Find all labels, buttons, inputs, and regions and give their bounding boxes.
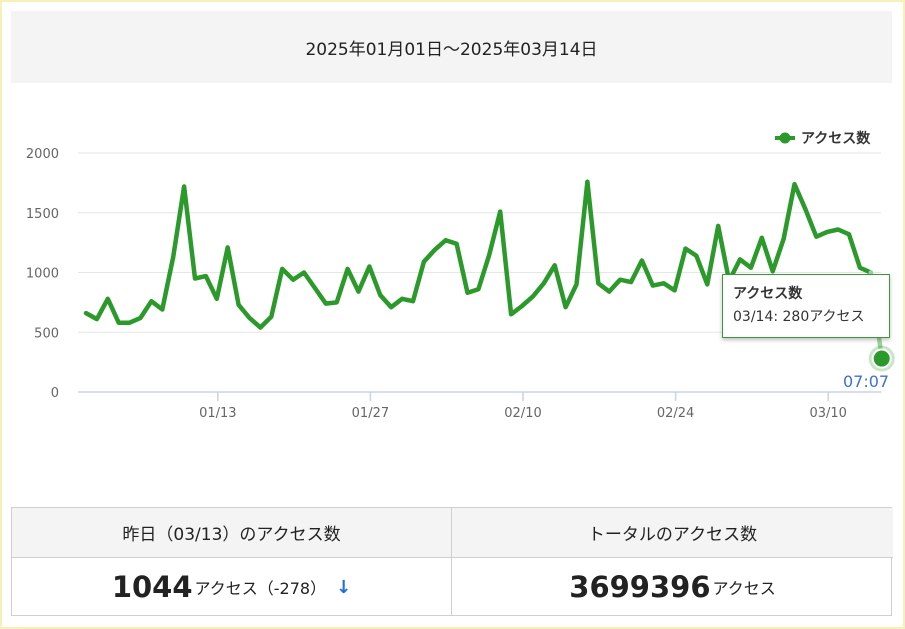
total-cell: 3699396 アクセス xyxy=(452,558,893,616)
yesterday-label: 昨日（03/13）のアクセス数 xyxy=(122,525,341,545)
y-tick-label: 2000 xyxy=(26,147,59,162)
y-tick-label: 500 xyxy=(34,326,59,341)
time-label: 07:07 xyxy=(843,372,890,391)
stats-table: 昨日（03/13）のアクセス数 トータルのアクセス数 1044 アクセス （-2… xyxy=(11,507,893,616)
yesterday-unit: アクセス xyxy=(194,579,258,598)
yesterday-value: 1044 xyxy=(111,570,193,604)
legend-label: アクセス数 xyxy=(801,130,871,147)
date-range-header: 2025年01月01日～2025年03月14日 xyxy=(11,11,892,83)
total-value: 3699396 xyxy=(569,570,711,604)
tooltip-text: 03/14: 280アクセス xyxy=(733,309,865,325)
arrow-down-icon: ↓ xyxy=(336,576,352,598)
chart-tooltip: アクセス数 03/14: 280アクセス xyxy=(722,274,890,338)
tooltip-title: アクセス数 xyxy=(733,286,803,302)
y-tick-label: 1500 xyxy=(26,207,59,222)
yesterday-diff: （-278） xyxy=(257,579,327,598)
x-tick-label: 01/27 xyxy=(352,406,389,421)
total-label: トータルのアクセス数 xyxy=(587,525,758,545)
total-header: トータルのアクセス数 xyxy=(452,508,893,558)
x-tick-label: 01/13 xyxy=(199,406,236,421)
yesterday-cell: 1044 アクセス （-278） ↓ xyxy=(12,558,452,616)
yesterday-header: 昨日（03/13）のアクセス数 xyxy=(12,508,452,558)
x-tick-label: 03/10 xyxy=(809,406,846,421)
legend-marker xyxy=(779,132,791,144)
series-line xyxy=(83,179,874,330)
last-point-marker xyxy=(871,348,892,369)
y-tick-label: 0 xyxy=(51,386,59,401)
x-tick-label: 02/10 xyxy=(504,406,541,421)
x-tick-label: 02/24 xyxy=(657,406,694,421)
total-unit: アクセス xyxy=(712,579,776,598)
y-tick-label: 1000 xyxy=(26,267,59,282)
date-range-text: 2025年01月01日～2025年03月14日 xyxy=(305,39,598,60)
access-line-chart: 0 500 1000 1500 2000 01/13 01/27 02/10 02/24 03/1… xyxy=(26,130,895,421)
